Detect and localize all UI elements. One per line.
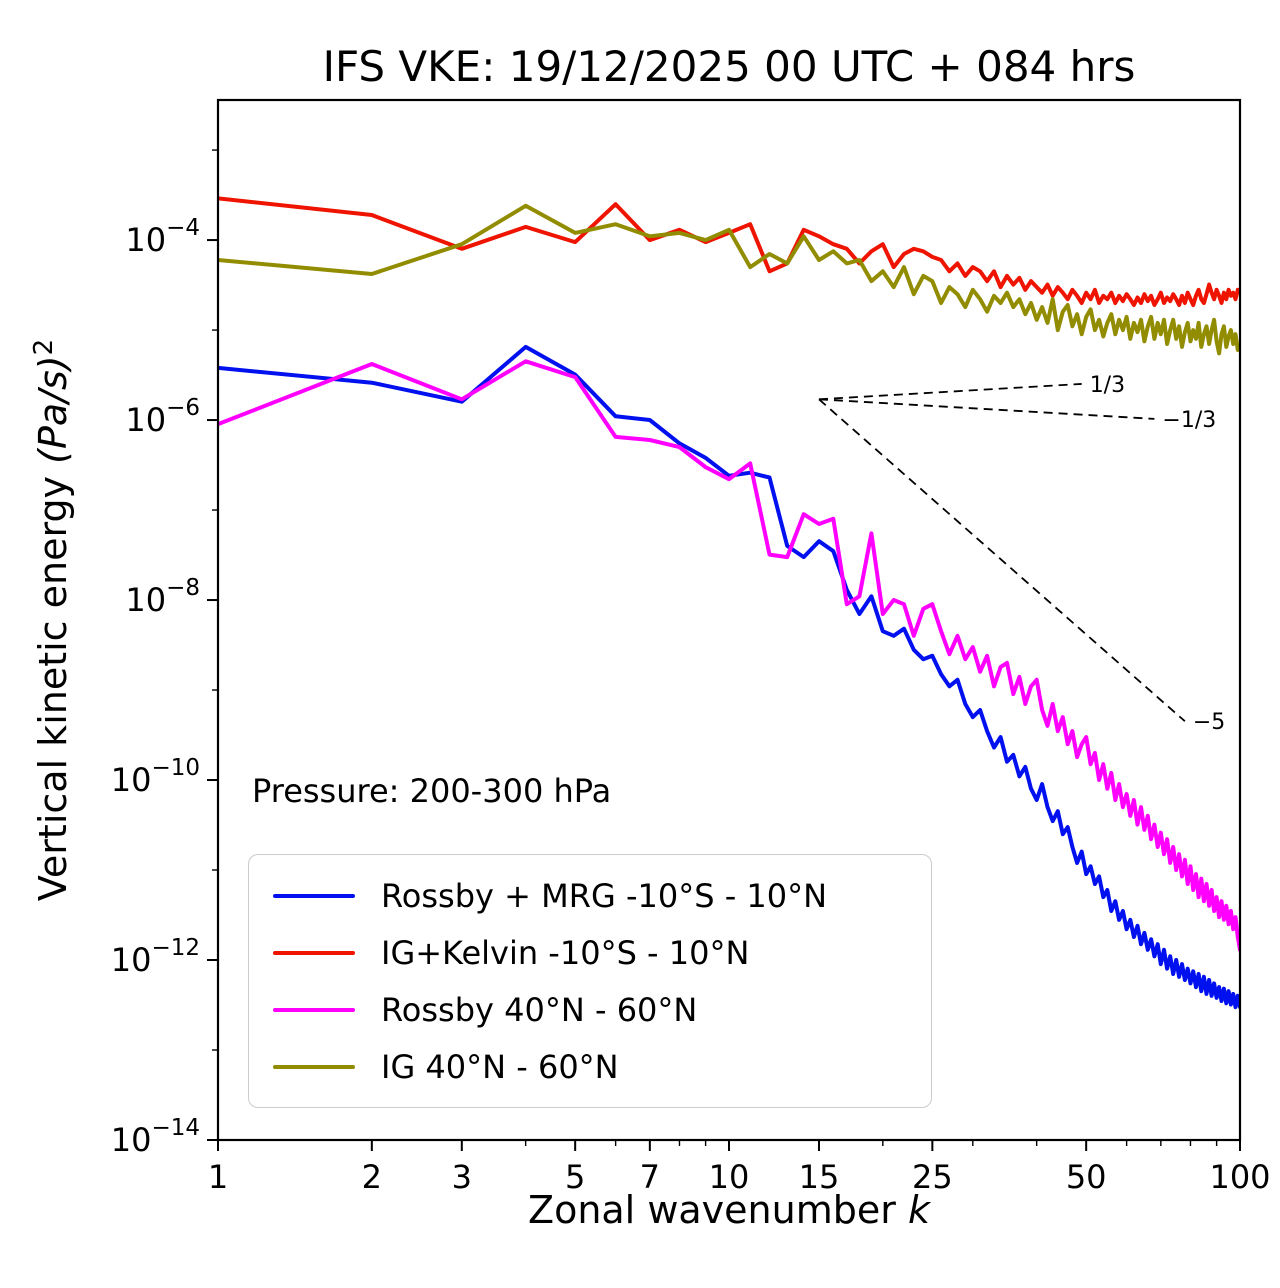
- y-axis-units: (Pa/s): [30, 355, 75, 464]
- x-axis-variable: k: [907, 1188, 930, 1232]
- legend-item-rossby-midlat: Rossby 40°N - 60°N: [263, 981, 921, 1038]
- x-tick-label: 25: [912, 1158, 953, 1196]
- legend-item-ig-kelvin-tropics: IG+Kelvin -10°S - 10°N: [263, 924, 921, 981]
- slope-label: 1/3: [1090, 373, 1125, 398]
- y-tick-label: 10−4: [125, 215, 200, 259]
- x-tick-label: 100: [1209, 1158, 1270, 1196]
- legend-item-ig-midlat: IG 40°N - 60°N: [263, 1038, 921, 1095]
- y-tick-label: 10−6: [125, 395, 200, 439]
- series-line-ig-kelvin-tropics: [218, 196, 1240, 307]
- y-tick-label: 10−14: [111, 1115, 200, 1159]
- legend-line-sample-rossby-mrg-tropics: [273, 893, 355, 898]
- x-tick-label: 7: [640, 1158, 660, 1196]
- slope-reference-line: [818, 398, 1155, 420]
- legend-line-sample-ig-midlat: [273, 1064, 355, 1069]
- y-axis-label-text: Vertical kinetic energy: [30, 463, 75, 902]
- x-tick-label: 1: [208, 1158, 228, 1196]
- legend-label-rossby-mrg-tropics: Rossby + MRG -10°S - 10°N: [381, 876, 828, 915]
- series-line-rossby-midlat: [218, 359, 1240, 952]
- x-tick-label: 5: [565, 1158, 585, 1196]
- slope-label: −1/3: [1162, 408, 1216, 433]
- axes-frame: [216, 98, 1242, 1142]
- y-tick-label: 10−8: [125, 575, 200, 619]
- slope-reference-line: [818, 383, 1082, 401]
- pressure-annotation: Pressure: 200-300 hPa: [252, 772, 612, 810]
- x-tick-label: 3: [452, 1158, 472, 1196]
- x-axis-label-text: Zonal wavenumber: [528, 1188, 908, 1232]
- y-axis-label: Vertical kinetic energy (Pa/s)2: [29, 339, 75, 901]
- legend-label-rossby-midlat: Rossby 40°N - 60°N: [381, 990, 698, 1029]
- legend-box: Rossby + MRG -10°S - 10°N IG+Kelvin -10°S…: [248, 854, 932, 1108]
- chart-title: IFS VKE: 19/12/2025 00 UTC + 084 hrs: [322, 42, 1136, 91]
- x-tick-label: 10: [709, 1158, 750, 1196]
- x-axis-label: Zonal wavenumber k: [218, 1188, 1240, 1232]
- x-tick-label: 15: [799, 1158, 840, 1196]
- series-group: [218, 196, 1240, 1010]
- x-tick-label: 2: [362, 1158, 382, 1196]
- legend-label-ig-kelvin-tropics: IG+Kelvin -10°S - 10°N: [381, 933, 750, 972]
- slope-label: −5: [1193, 710, 1225, 735]
- legend-line-sample-rossby-midlat: [273, 1007, 355, 1012]
- slope-reference-line: [818, 398, 1186, 722]
- y-axis-units-exponent: 2: [29, 338, 60, 356]
- y-tick-label: 10−12: [111, 935, 200, 979]
- legend-label-ig-midlat: IG 40°N - 60°N: [381, 1047, 619, 1086]
- series-line-ig-midlat: [218, 203, 1240, 356]
- y-tick-label: 10−10: [111, 755, 200, 799]
- legend-item-rossby-mrg-tropics: Rossby + MRG -10°S - 10°N: [263, 867, 921, 924]
- x-tick-label: 50: [1066, 1158, 1107, 1196]
- legend-line-sample-ig-kelvin-tropics: [273, 950, 355, 955]
